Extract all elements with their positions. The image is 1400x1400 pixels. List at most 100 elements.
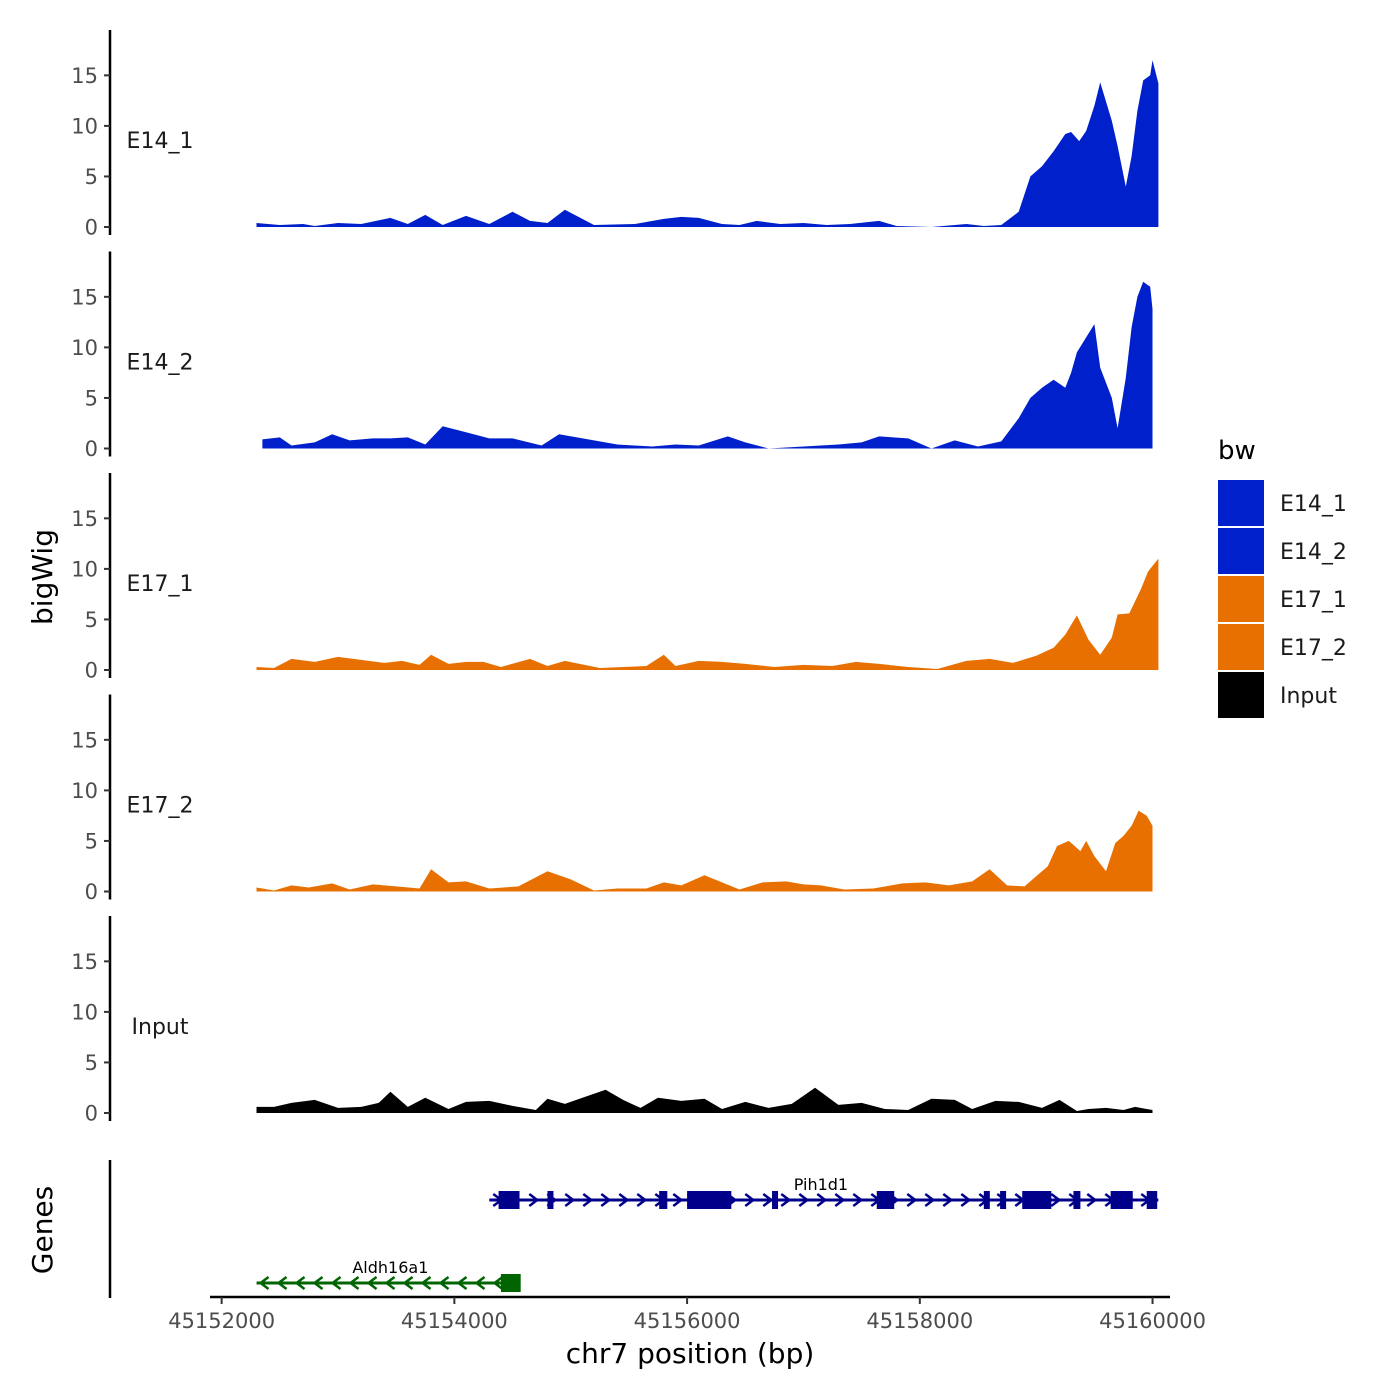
track-label: E17_1 bbox=[127, 572, 194, 597]
strand-arrow bbox=[348, 1276, 360, 1290]
strand-arrow bbox=[564, 1193, 576, 1207]
strand-arrow bbox=[438, 1276, 450, 1290]
strand-arrow bbox=[924, 1193, 936, 1207]
y-tick-label: 5 bbox=[85, 386, 98, 410]
legend-title: bw bbox=[1218, 436, 1256, 466]
y-tick-label: 0 bbox=[85, 216, 98, 240]
strand-arrow bbox=[402, 1276, 414, 1290]
y-tick-label: 5 bbox=[85, 165, 98, 189]
exon bbox=[1073, 1191, 1081, 1209]
y-tick-label: 10 bbox=[71, 1000, 98, 1024]
legend-label: E14_2 bbox=[1280, 540, 1347, 565]
strand-arrow bbox=[636, 1193, 648, 1207]
strand-arrow bbox=[618, 1193, 630, 1207]
strand-arrow bbox=[798, 1193, 810, 1207]
exon bbox=[1000, 1191, 1007, 1209]
legend-swatch bbox=[1218, 528, 1264, 574]
y-tick-label: 10 bbox=[71, 114, 98, 138]
y-tick-label: 15 bbox=[71, 285, 98, 309]
exon bbox=[772, 1191, 779, 1209]
x-axis-title: chr7 position (bp) bbox=[566, 1337, 815, 1370]
y-axis-title: bigWig bbox=[26, 529, 59, 625]
legend-item-e14-2: E14_2 bbox=[1218, 528, 1347, 574]
strand-arrow bbox=[1086, 1193, 1098, 1207]
tracks-group: 0 5 10 15 E14_1 0 5 10 15 E14_2 0 5 10 15 E17_1 0 5 10 15 E… bbox=[71, 30, 1159, 1126]
exon bbox=[687, 1191, 732, 1209]
exon bbox=[1146, 1191, 1158, 1209]
strand-arrow bbox=[906, 1193, 918, 1207]
track-label: E17_2 bbox=[127, 793, 194, 818]
track-panel-input: 0 5 10 15 Input bbox=[71, 916, 1153, 1126]
legend-item-e14-1: E14_1 bbox=[1218, 480, 1347, 526]
track-label: E14_2 bbox=[127, 350, 194, 375]
x-tick-label: 45156000 bbox=[634, 1309, 741, 1333]
strand-arrow bbox=[582, 1193, 594, 1207]
y-tick-label: 15 bbox=[71, 950, 98, 974]
gene-pih1d1: Pih1d1 bbox=[489, 1175, 1159, 1209]
strand-arrow bbox=[762, 1193, 774, 1207]
strand-arrow bbox=[1050, 1193, 1062, 1207]
exon bbox=[983, 1191, 990, 1209]
strand-arrow bbox=[456, 1276, 468, 1290]
exon bbox=[498, 1191, 520, 1209]
y-tick-label: 0 bbox=[85, 659, 98, 683]
y-tick-label: 5 bbox=[85, 1051, 98, 1075]
y-tick-label: 15 bbox=[71, 507, 98, 531]
gene-aldh16a1: Aldh16a1 bbox=[256, 1258, 521, 1292]
x-tick-label: 45152000 bbox=[168, 1309, 275, 1333]
y-tick-label: 10 bbox=[71, 779, 98, 803]
strand-arrow bbox=[312, 1276, 324, 1290]
strand-arrow bbox=[258, 1276, 270, 1290]
track-label: Input bbox=[132, 1015, 189, 1040]
strand-arrow bbox=[474, 1276, 486, 1290]
exon bbox=[1110, 1191, 1133, 1209]
y-tick-label: 5 bbox=[85, 829, 98, 853]
legend-label: E14_1 bbox=[1280, 492, 1347, 517]
strand-arrow bbox=[600, 1193, 612, 1207]
strand-arrow bbox=[744, 1193, 756, 1207]
strand-arrow bbox=[834, 1193, 846, 1207]
strand-arrow bbox=[294, 1276, 306, 1290]
y-tick-label: 0 bbox=[85, 1102, 98, 1126]
y-tick-label: 10 bbox=[71, 557, 98, 581]
legend-item-input: Input bbox=[1218, 672, 1337, 718]
legend-label: Input bbox=[1280, 684, 1337, 709]
strand-arrow bbox=[780, 1193, 792, 1207]
gene-label: Aldh16a1 bbox=[352, 1258, 428, 1277]
exon bbox=[876, 1191, 895, 1209]
y-tick-label: 5 bbox=[85, 608, 98, 632]
legend-swatch bbox=[1218, 576, 1264, 622]
y-tick-label: 0 bbox=[85, 437, 98, 461]
legend-label: E17_2 bbox=[1280, 636, 1347, 661]
track-label: E14_1 bbox=[127, 129, 194, 154]
x-tick-label: 45160000 bbox=[1099, 1309, 1206, 1333]
legend-item-e17-2: E17_2 bbox=[1218, 624, 1347, 670]
area-e14-2 bbox=[262, 281, 1153, 449]
legend-label: E17_1 bbox=[1280, 588, 1347, 613]
track-panel-e17-2: 0 5 10 15 E17_2 bbox=[71, 694, 1153, 904]
genes-panel: Pih1d1 Aldh16a1 bbox=[108, 1160, 1159, 1298]
area-input bbox=[256, 1087, 1153, 1113]
strand-arrow bbox=[384, 1276, 396, 1290]
strand-arrow bbox=[816, 1193, 828, 1207]
legend-swatch bbox=[1218, 672, 1264, 718]
legend-item-e17-1: E17_1 bbox=[1218, 576, 1347, 622]
area-e14-1 bbox=[256, 60, 1159, 228]
track-panel-e14-1: 0 5 10 15 E14_1 bbox=[71, 30, 1159, 240]
legend-swatch bbox=[1218, 480, 1264, 526]
strand-arrow bbox=[960, 1193, 972, 1207]
area-e17-2 bbox=[256, 810, 1153, 892]
gene-label: Pih1d1 bbox=[794, 1175, 848, 1194]
strand-arrow bbox=[528, 1193, 540, 1207]
legend-swatch bbox=[1218, 624, 1264, 670]
strand-arrow bbox=[492, 1276, 504, 1290]
strand-arrow bbox=[276, 1276, 288, 1290]
exon bbox=[547, 1191, 554, 1209]
y-tick-label: 15 bbox=[71, 728, 98, 752]
x-tick-label: 45154000 bbox=[401, 1309, 508, 1333]
genes-group: Pih1d1 Aldh16a1 bbox=[256, 1175, 1159, 1292]
area-e17-1 bbox=[256, 558, 1159, 670]
strand-arrow bbox=[852, 1193, 864, 1207]
exon bbox=[500, 1274, 521, 1292]
